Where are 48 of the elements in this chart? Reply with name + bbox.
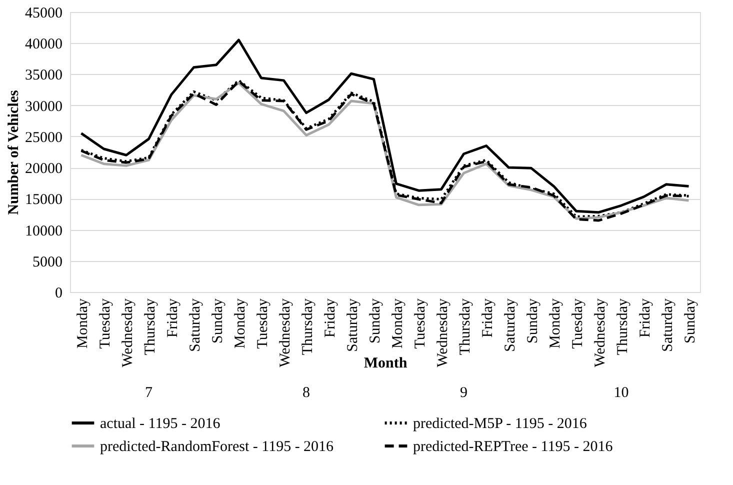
x-tick-label: Thursday bbox=[614, 298, 631, 356]
x-tick-label: Saturday bbox=[660, 298, 676, 352]
x-tick-label: Friday bbox=[322, 298, 338, 338]
y-axis-title: Number of Vehicles bbox=[6, 90, 22, 215]
y-tick-label: 15000 bbox=[25, 192, 62, 208]
text: 9 bbox=[460, 385, 468, 401]
x-axis-title: Month bbox=[364, 355, 408, 372]
x-tick-label: Tuesday bbox=[412, 298, 428, 349]
legend-label: predicted-M5P - 1195 - 2016 bbox=[413, 416, 588, 432]
text: 10 bbox=[614, 385, 629, 401]
y-tick-label: 0 bbox=[55, 286, 62, 302]
x-tick-label: Wednesday bbox=[277, 298, 294, 368]
x-tick-label: Monday bbox=[547, 298, 564, 348]
y-tick-label: 20000 bbox=[25, 161, 62, 178]
y-tick-label: 30000 bbox=[25, 98, 62, 115]
x-tick-label: Monday bbox=[74, 298, 91, 348]
x-tick-label: Friday bbox=[637, 298, 654, 338]
text: 7 bbox=[145, 385, 153, 401]
x-tick-label: Sunday bbox=[210, 298, 226, 344]
x-tick-label: Thursday bbox=[457, 298, 474, 356]
x-tick-label: Tuesday bbox=[254, 298, 271, 349]
legend-label: predicted-REPTree - 1195 - 2016 bbox=[413, 439, 614, 455]
y-tick-label: 40000 bbox=[25, 36, 62, 53]
x-tick-label: Saturday bbox=[344, 298, 361, 352]
x-tick-label: Wednesday bbox=[434, 298, 451, 368]
x-tick-label: Friday bbox=[164, 298, 181, 338]
y-tick-label: 45000 bbox=[25, 6, 62, 22]
y-tick-label: 25000 bbox=[25, 130, 62, 146]
y-tick-label: 10000 bbox=[25, 223, 62, 240]
x-tick-label: Tuesday bbox=[97, 298, 114, 349]
legend-label: actual - 1195 - 2016 bbox=[100, 416, 221, 432]
x-tick-label: Wednesday bbox=[120, 298, 136, 368]
x-tick-label: Monday bbox=[232, 298, 248, 348]
x-tick-label: Friday bbox=[480, 298, 496, 338]
x-tick-label: Wednesday bbox=[592, 298, 608, 368]
x-tick-label: Sunday bbox=[524, 298, 541, 344]
text: 8 bbox=[302, 385, 310, 401]
x-tick-label: Saturday bbox=[502, 298, 518, 352]
x-tick-label: Thursday bbox=[300, 298, 316, 356]
x-tick-label: Saturday bbox=[187, 298, 204, 352]
x-tick-label: Sunday bbox=[682, 298, 698, 344]
y-tick-label: 35000 bbox=[25, 68, 62, 84]
x-tick-label: Sunday bbox=[367, 298, 384, 344]
x-tick-label: Tuesday bbox=[570, 298, 586, 349]
x-tick-label: Thursday bbox=[142, 298, 158, 356]
y-tick-label: 5000 bbox=[32, 254, 62, 270]
legend-label: predicted-RandomForest - 1195 - 2016 bbox=[100, 439, 334, 455]
x-tick-label: Monday bbox=[390, 298, 406, 348]
